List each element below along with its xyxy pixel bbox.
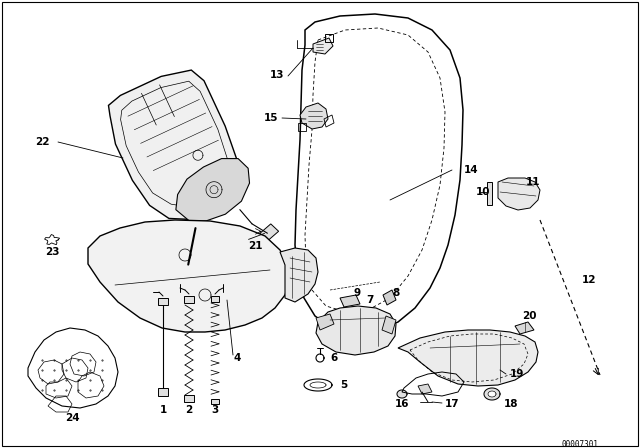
Polygon shape xyxy=(316,306,396,355)
Text: 2: 2 xyxy=(186,405,193,415)
Text: 21: 21 xyxy=(248,241,263,251)
Text: 9: 9 xyxy=(354,288,361,298)
Text: 16: 16 xyxy=(395,399,409,409)
Polygon shape xyxy=(498,178,540,210)
Polygon shape xyxy=(300,103,328,129)
Text: 20: 20 xyxy=(522,311,536,321)
Polygon shape xyxy=(316,314,334,330)
Polygon shape xyxy=(383,290,396,305)
Text: 18: 18 xyxy=(504,399,518,409)
Polygon shape xyxy=(280,248,318,302)
Polygon shape xyxy=(158,388,168,396)
Polygon shape xyxy=(158,298,168,305)
Polygon shape xyxy=(382,316,396,334)
Polygon shape xyxy=(418,384,432,394)
Text: 17: 17 xyxy=(445,399,460,409)
Text: 5: 5 xyxy=(340,380,348,390)
Text: 23: 23 xyxy=(45,247,60,257)
Polygon shape xyxy=(184,296,194,303)
Polygon shape xyxy=(488,391,496,397)
Text: 14: 14 xyxy=(464,165,479,175)
Text: 15: 15 xyxy=(264,113,278,123)
Text: 12: 12 xyxy=(582,275,596,285)
Polygon shape xyxy=(260,224,278,241)
Polygon shape xyxy=(398,330,538,386)
Text: 3: 3 xyxy=(211,405,219,415)
Text: 7: 7 xyxy=(366,295,374,305)
Text: 13: 13 xyxy=(269,70,284,80)
Polygon shape xyxy=(515,322,534,334)
Text: 22: 22 xyxy=(35,137,50,147)
Text: 4: 4 xyxy=(234,353,241,363)
Text: 10: 10 xyxy=(476,187,490,197)
Text: 11: 11 xyxy=(526,177,541,187)
Polygon shape xyxy=(313,38,333,54)
Polygon shape xyxy=(487,182,492,205)
Text: 8: 8 xyxy=(392,288,399,298)
Text: 24: 24 xyxy=(65,413,79,423)
Polygon shape xyxy=(184,395,194,402)
Polygon shape xyxy=(397,390,407,398)
Polygon shape xyxy=(484,388,500,400)
Polygon shape xyxy=(108,70,242,220)
Polygon shape xyxy=(340,295,360,307)
Text: 6: 6 xyxy=(330,353,337,363)
Text: 00007301: 00007301 xyxy=(561,440,598,448)
Polygon shape xyxy=(88,220,290,332)
Text: 1: 1 xyxy=(159,405,166,415)
Polygon shape xyxy=(211,296,219,302)
Polygon shape xyxy=(211,399,219,404)
Text: 19: 19 xyxy=(510,369,524,379)
Polygon shape xyxy=(176,159,250,222)
